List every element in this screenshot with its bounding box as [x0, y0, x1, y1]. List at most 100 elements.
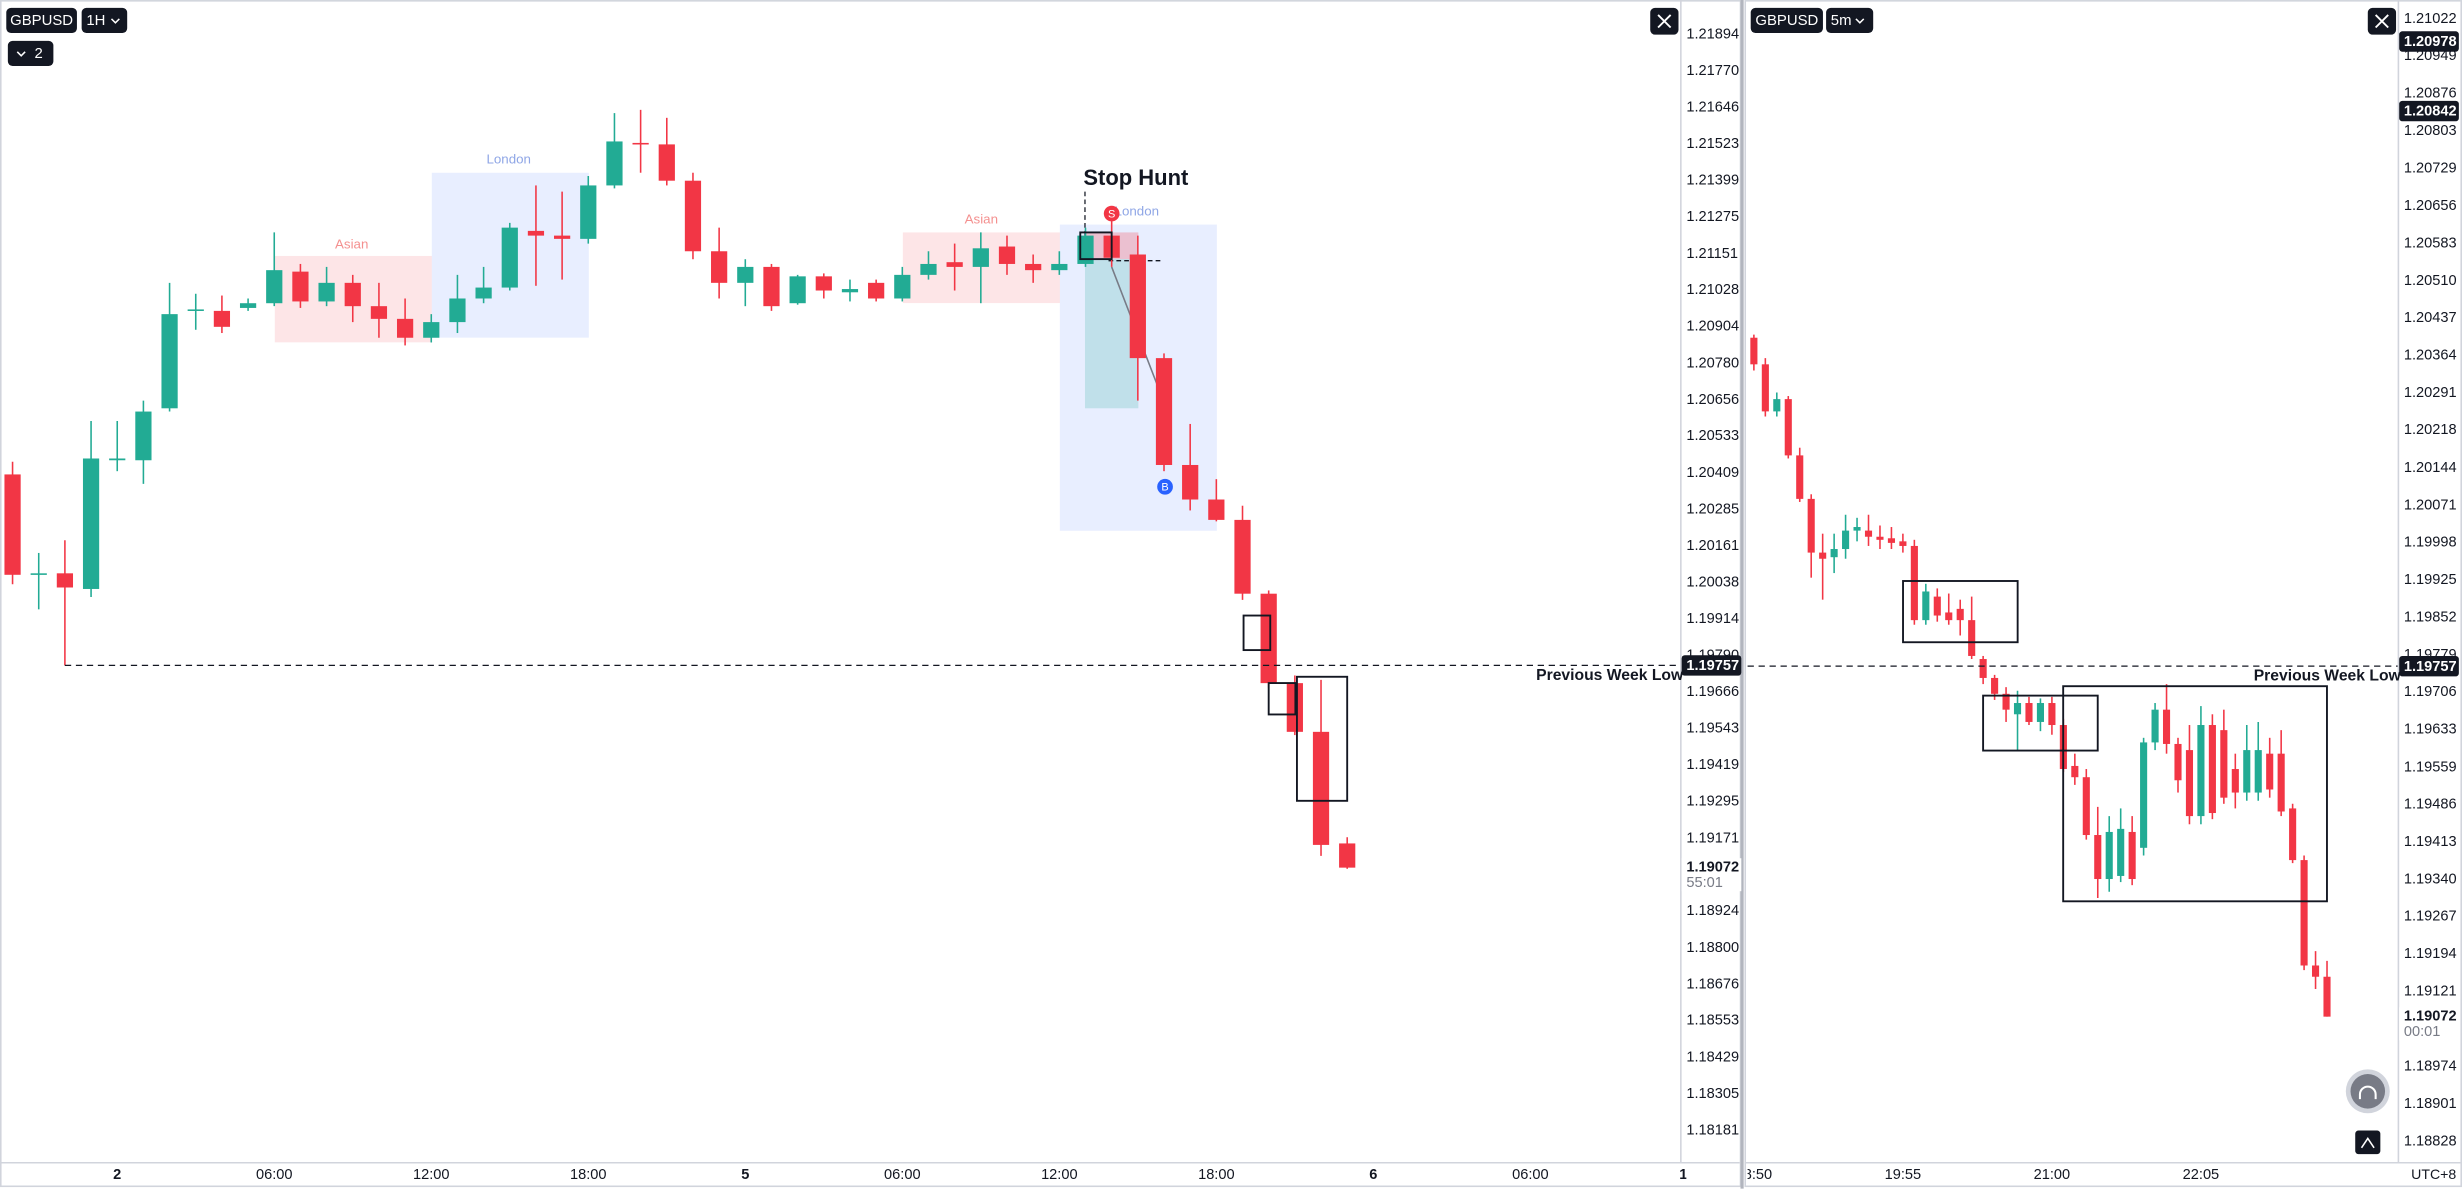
- x-tick-label: 12: [1679, 1167, 1695, 1183]
- interval-button[interactable]: 5m: [1826, 7, 1874, 34]
- y-tick-label: 1.21275: [1686, 209, 1739, 225]
- symbol-button[interactable]: GBPUSD: [6, 7, 77, 34]
- symbol: GBPUSD: [1755, 13, 1818, 29]
- candle-body: [1922, 591, 1930, 621]
- candle-body: [606, 141, 623, 186]
- candle-body: [632, 142, 649, 145]
- interval-button[interactable]: 1H: [81, 7, 128, 34]
- y-tick-label: 1.21646: [1686, 100, 1739, 116]
- x-tick-label: 22:05: [2183, 1167, 2220, 1183]
- y-tick-label: 1.20729: [2404, 161, 2457, 177]
- symbol-button[interactable]: GBPUSD: [1750, 7, 1823, 34]
- y-tick-label: 1.18828: [2404, 1133, 2457, 1149]
- y-tick-label: 1.20583: [2404, 235, 2457, 251]
- candle-body: [1750, 337, 1758, 365]
- y-tick-label: 1.20071: [2404, 497, 2457, 513]
- x-tick-label: 18:00: [570, 1167, 607, 1183]
- price-badge: [2399, 31, 2459, 52]
- reference-label: Previous Week Low: [1536, 667, 1684, 684]
- candle-body: [396, 318, 414, 338]
- interval: 1H: [86, 13, 105, 29]
- y-tick-label: 1.20409: [1686, 465, 1739, 481]
- screenshot-button[interactable]: [2355, 1130, 2381, 1155]
- replay-button[interactable]: [2345, 1069, 2390, 1114]
- y-tick-label: 1.20949: [2404, 48, 2457, 64]
- timezone[interactable]: UTC+8: [2411, 1166, 2456, 1182]
- x-tick-label: 6: [1369, 1167, 1377, 1183]
- candle-body: [2151, 709, 2159, 743]
- candle-body: [1129, 254, 1146, 359]
- candle-body: [30, 573, 47, 575]
- y-tick-label: 1.18429: [1686, 1049, 1739, 1065]
- candle-body: [1761, 364, 1769, 412]
- y-tick-label: 1.21022: [2404, 11, 2457, 27]
- candle-body: [82, 458, 100, 589]
- candle-body: [56, 573, 74, 588]
- close-button[interactable]: [2367, 7, 2397, 35]
- candle-body: [1339, 843, 1356, 868]
- y-tick-label: 1.20656: [1686, 392, 1739, 408]
- candle-body: [475, 287, 492, 299]
- candle-body: [1773, 399, 1781, 412]
- y-tick-label: 1.20364: [2404, 347, 2457, 363]
- y-tick-label: 1.21151: [1686, 246, 1738, 262]
- symbol: GBPUSD: [10, 13, 73, 29]
- close-button[interactable]: [1650, 7, 1679, 35]
- y-tick-label: 1.19171: [1686, 830, 1739, 846]
- candle-body: [1077, 235, 1094, 264]
- candle-body: [2071, 765, 2079, 778]
- candle-body: [1968, 620, 1976, 656]
- left-boxes: [1079, 231, 1349, 802]
- layout-button[interactable]: 2: [7, 40, 54, 66]
- highlight-box: [1902, 580, 2019, 644]
- y-tick-label: 1.19914: [1686, 611, 1739, 627]
- candle-body: [423, 322, 440, 338]
- highlight-box: [1982, 694, 2099, 752]
- price-badge: [2399, 655, 2459, 677]
- y-tick-label: 1.18924: [1686, 903, 1739, 919]
- session-label: London: [486, 152, 530, 167]
- candle-body: [711, 251, 728, 283]
- candle-body: [2036, 703, 2045, 722]
- candle-body: [737, 266, 754, 283]
- last-price: 1.19072: [2404, 1009, 2457, 1025]
- candle-body: [2220, 730, 2228, 798]
- y-tick-label: 1.21399: [1686, 173, 1739, 189]
- candle-body: [1796, 455, 1804, 499]
- candle-body: [2323, 976, 2331, 1017]
- candle-body: [1899, 541, 1907, 546]
- y-tick-label: 1.20144: [2404, 460, 2457, 476]
- candle-body: [2128, 831, 2136, 880]
- x-axis: 18:50 19:55 21:00 22:05: [1748, 1167, 2220, 1183]
- y-tick-label: 1.19419: [1686, 757, 1739, 773]
- candle-body: [1260, 593, 1277, 684]
- candle-body: [135, 411, 152, 461]
- y-tick-label: 1.19852: [2404, 609, 2457, 625]
- candle-body: [1887, 538, 1895, 543]
- x-tick-label: 12:00: [1041, 1167, 1078, 1183]
- countdown: 55:01: [1686, 875, 1723, 891]
- y-tick-label: 1.19543: [1686, 720, 1739, 736]
- candle-body: [213, 310, 231, 327]
- highlight-box: [1242, 614, 1272, 652]
- x-tick-label: 06:00: [884, 1167, 921, 1183]
- candle-body: [815, 276, 832, 291]
- candle-body: [1910, 545, 1918, 621]
- y-tick-label: 1.18305: [1686, 1086, 1739, 1102]
- candle-body: [972, 248, 989, 267]
- candle-body: [1208, 499, 1225, 520]
- candle-body: [370, 306, 388, 319]
- candle-body: [658, 144, 675, 181]
- candle-body: [1945, 612, 1953, 621]
- interval: 5m: [1831, 13, 1852, 29]
- candle-body: [266, 270, 283, 304]
- y-tick-label: 1.19295: [1686, 794, 1739, 810]
- x-tick-label: 2: [113, 1167, 121, 1183]
- x-tick-label: 06:00: [1512, 1167, 1549, 1183]
- candle-body: [449, 298, 466, 323]
- candle-body: [789, 276, 806, 304]
- candle-body: [868, 282, 885, 299]
- price-badge-label: 1.19757: [1686, 658, 1739, 674]
- badge-label: B: [1161, 481, 1168, 493]
